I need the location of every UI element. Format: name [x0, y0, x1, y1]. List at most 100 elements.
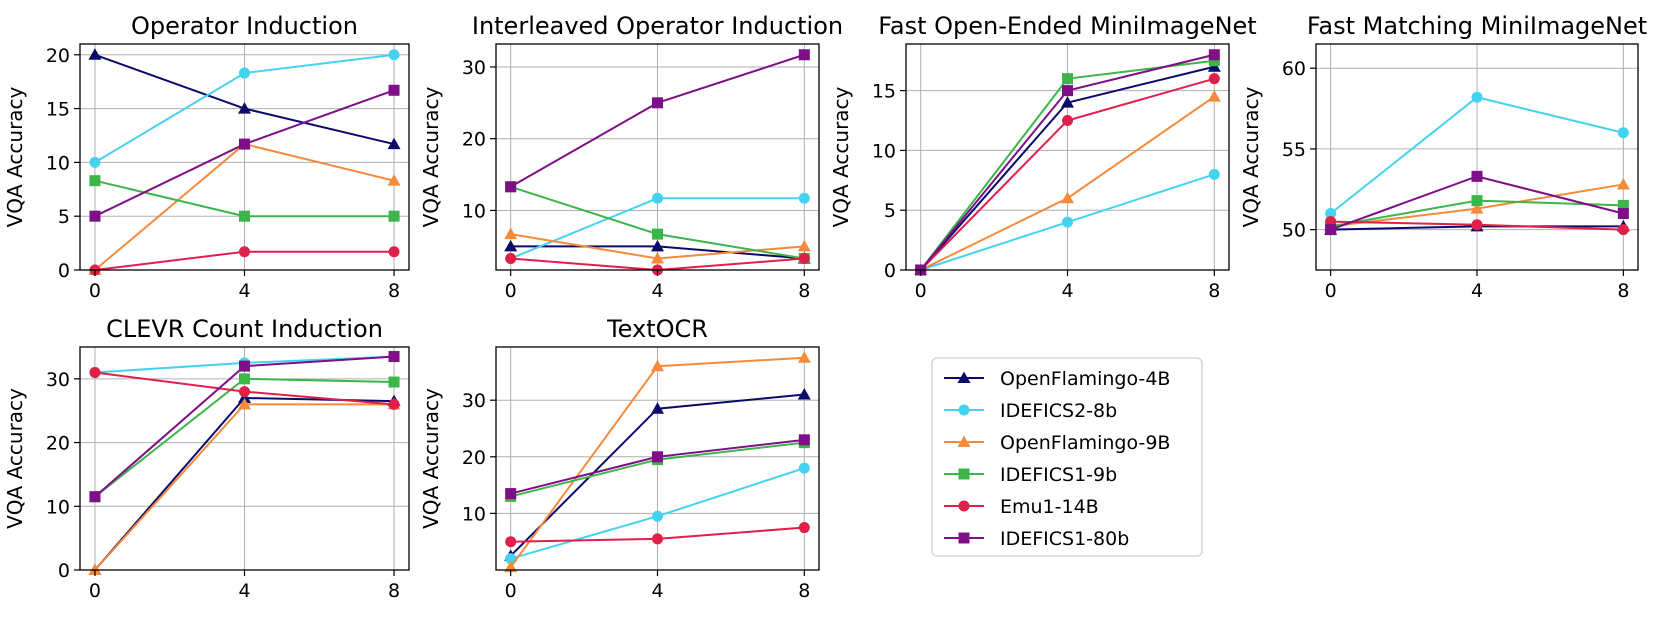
y-axis-label: VQA Accuracy [419, 388, 443, 529]
x-tick-label: 4 [651, 580, 663, 602]
data-point [1208, 73, 1220, 85]
data-point [1617, 127, 1629, 139]
data-point [388, 351, 400, 363]
data-point [239, 246, 250, 258]
series-IDEFICS1-80b [89, 84, 400, 222]
data-point [388, 84, 400, 96]
y-tick-label: 30 [462, 390, 486, 412]
data-point [89, 210, 101, 222]
legend-label: IDEFICS2-8b [1000, 400, 1117, 422]
legend-marker [957, 435, 971, 447]
y-axis-label: VQA Accuracy [419, 86, 443, 227]
data-point [505, 488, 517, 500]
x-tick-label: 8 [1617, 280, 1629, 302]
data-point [89, 491, 101, 503]
x-tick-label: 0 [505, 580, 517, 602]
data-point [504, 560, 518, 573]
series-Emu1-14B [505, 522, 810, 548]
legend-entry: IDEFICS1-80b [944, 528, 1129, 550]
x-tick-label: 0 [89, 280, 101, 302]
x-tick-label: 0 [1325, 280, 1337, 302]
x-tick-label: 4 [651, 280, 663, 302]
data-point [387, 137, 401, 150]
data-point [1208, 55, 1220, 67]
data-point [652, 451, 663, 463]
y-tick-label: 15 [872, 81, 896, 103]
x-tick-label: 4 [1061, 280, 1073, 302]
legend-marker [958, 404, 970, 416]
data-point [1617, 199, 1629, 211]
series-OpenFlamingo-4B [88, 48, 401, 150]
series-IDEFICS1-80b [505, 434, 810, 500]
data-point [651, 252, 664, 264]
y-tick-label: 10 [462, 503, 486, 525]
data-point [1062, 216, 1073, 228]
x-tick-label: 8 [798, 580, 810, 602]
legend-entry: IDEFICS2-8b [944, 400, 1117, 422]
series-OpenFlamingo-9B [504, 351, 811, 573]
data-point [651, 402, 664, 414]
data-point [1471, 91, 1483, 103]
data-point [798, 522, 810, 534]
data-point [89, 366, 101, 378]
data-point [88, 563, 102, 575]
data-point [1062, 73, 1073, 85]
y-axis-label: VQA Accuracy [829, 86, 853, 227]
legend-label: OpenFlamingo-4B [1000, 368, 1170, 390]
data-point [1062, 115, 1073, 127]
data-point [1617, 208, 1629, 219]
data-point [1616, 177, 1630, 190]
y-tick-label: 55 [1282, 139, 1306, 161]
data-point [504, 227, 518, 240]
data-point [1061, 96, 1074, 108]
legend-entry: Emu1-14B [944, 496, 1099, 518]
y-axis-label: VQA Accuracy [3, 86, 27, 227]
data-point [797, 239, 811, 252]
series-IDEFICS1-80b [1325, 170, 1629, 236]
data-point [1208, 168, 1220, 180]
y-tick-label: 10 [462, 200, 486, 222]
data-point [239, 138, 250, 150]
data-point [798, 192, 810, 204]
y-axis-label: VQA Accuracy [1239, 86, 1263, 227]
y-tick-label: 30 [46, 369, 70, 391]
data-point [239, 210, 250, 222]
data-point [505, 253, 517, 265]
chart-title: TextOCR [606, 315, 708, 343]
y-tick-label: 30 [462, 57, 486, 79]
x-tick-label: 4 [1471, 280, 1483, 302]
legend-label: IDEFICS1-80b [1000, 528, 1129, 550]
y-axis-label: VQA Accuracy [3, 388, 27, 529]
data-point [1061, 191, 1074, 204]
x-tick-label: 8 [388, 280, 400, 302]
chart-title: Operator Induction [131, 12, 358, 40]
data-point [504, 239, 518, 252]
data-point [1325, 208, 1337, 219]
series-Emu1-14B [89, 246, 400, 276]
series-IDEFICS1-80b [505, 49, 810, 193]
legend-marker [958, 532, 970, 544]
y-tick-label: 0 [884, 260, 896, 282]
data-point [89, 156, 101, 168]
y-tick-label: 5 [58, 206, 70, 228]
data-point [505, 553, 517, 565]
x-tick-label: 4 [238, 280, 250, 302]
data-point [238, 102, 251, 114]
series-OpenFlamingo-9B [1324, 177, 1630, 232]
data-point [238, 391, 251, 403]
data-point [652, 510, 663, 522]
y-tick-label: 20 [462, 447, 486, 469]
y-tick-label: 0 [58, 260, 70, 282]
y-tick-label: 10 [872, 140, 896, 162]
series-IDEFICS2-8b [505, 462, 810, 565]
data-point [239, 373, 250, 385]
legend-frame [931, 357, 1203, 557]
data-point [88, 48, 102, 60]
chart-panel-3: 0 4 8 0 5 10 15 Fast Open-Ended MiniImageNet VQA… [829, 12, 1257, 302]
data-point [797, 351, 811, 363]
chart-title: Fast Matching MiniImageNet [1307, 12, 1647, 40]
x-tick-label: 4 [238, 580, 250, 602]
chart-title: Fast Open-Ended MiniImageNet [878, 12, 1256, 40]
